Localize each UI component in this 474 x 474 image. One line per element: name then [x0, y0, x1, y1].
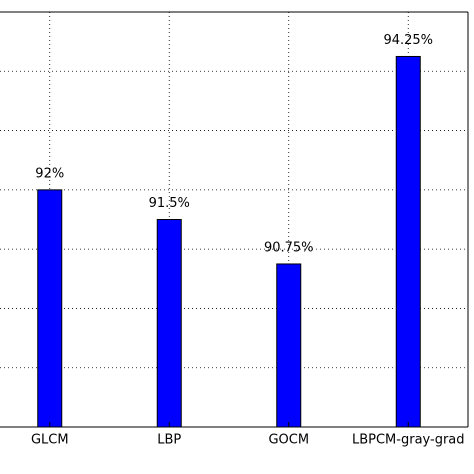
value-label: 94.25% [383, 33, 433, 48]
value-label: 92% [35, 166, 64, 181]
x-tick-label: GLCM [31, 433, 69, 448]
bar [276, 263, 302, 428]
bar [395, 55, 421, 428]
x-tick-label: LBP [157, 433, 181, 448]
x-tick-label: GOCM [268, 433, 309, 448]
bar [37, 189, 63, 428]
value-label: 90.75% [264, 240, 314, 255]
x-tick-label: LBPCM-gray-grad [352, 433, 465, 448]
bar [156, 219, 182, 428]
value-label: 91.5% [149, 196, 190, 211]
